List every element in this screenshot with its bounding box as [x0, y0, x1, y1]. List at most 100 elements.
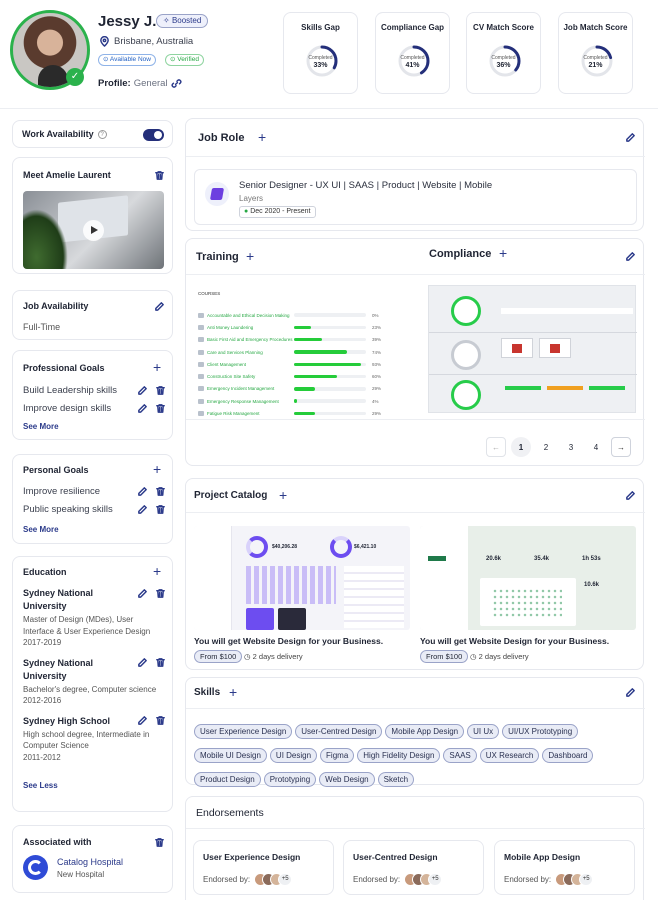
status-verified-badge: ⊙ Verified — [165, 54, 204, 66]
video-thumbnail[interactable] — [23, 191, 164, 269]
link-icon[interactable] — [171, 77, 183, 89]
add-job-role-button[interactable]: + — [258, 129, 267, 145]
education-degree: High school degree, Intermediate in Comp… — [23, 729, 150, 751]
edit-icon[interactable] — [624, 131, 636, 143]
work-availability-toggle[interactable] — [143, 129, 164, 141]
see-more-link[interactable]: See More — [23, 525, 59, 534]
edit-icon[interactable] — [624, 250, 636, 262]
add-compliance-button[interactable]: + — [499, 245, 508, 261]
course-row[interactable]: Emergency Response Management 4% — [198, 395, 381, 407]
skill-chip[interactable]: UI Design — [269, 748, 318, 763]
add-education-button[interactable]: + — [153, 563, 162, 579]
metric-card[interactable]: Job Match Score Completed 21% — [558, 12, 633, 94]
trash-icon[interactable] — [153, 169, 165, 181]
endorsement-card[interactable]: User Experience Design Endorsed by: +5 — [193, 840, 334, 895]
compliance-preview[interactable] — [428, 285, 637, 413]
skill-chip[interactable]: Mobile App Design — [385, 724, 465, 739]
next-page-button[interactable]: → — [611, 437, 631, 457]
more-endorsers-count[interactable]: +5 — [579, 873, 594, 886]
course-row[interactable]: Accountable and Ethical Decision Making 0… — [198, 309, 381, 321]
course-icon — [198, 349, 204, 355]
edit-icon[interactable] — [153, 300, 165, 312]
page-2-button[interactable]: 2 — [543, 442, 549, 452]
project-preview[interactable]: 20.6k 35.4k 1h 53s 10.6k — [420, 526, 636, 630]
project-description[interactable]: You will get Website Design for your Bus… — [194, 636, 384, 646]
skill-chip[interactable]: UI/UX Prototyping — [502, 724, 579, 739]
course-row[interactable]: Client Management 93% — [198, 358, 381, 370]
endorsement-card[interactable]: Mobile App Design Endorsed by: +5 — [494, 840, 635, 895]
skill-chip[interactable]: SAAS — [443, 748, 477, 763]
course-row[interactable]: Anti Money Laundering 23% — [198, 321, 381, 333]
course-name: Client Management — [207, 361, 247, 367]
skill-chip[interactable]: Prototyping — [263, 772, 317, 787]
project-description[interactable]: You will get Website Design for your Bus… — [420, 636, 610, 646]
course-list: Accountable and Ethical Decision Making 0… — [198, 309, 381, 420]
skill-chip[interactable]: Figma — [320, 748, 355, 763]
goal-label: Public speaking skills — [23, 503, 113, 515]
trash-icon[interactable] — [153, 836, 165, 848]
skill-chip[interactable]: Dashboard — [542, 748, 594, 763]
trash-icon[interactable] — [154, 587, 166, 599]
add-training-button[interactable]: + — [246, 248, 255, 264]
skill-chip[interactable]: Mobile UI Design — [194, 748, 267, 763]
course-row[interactable]: Fatigue Risk Management 29% — [198, 407, 381, 419]
page-1-button[interactable]: 1 — [511, 437, 531, 457]
add-project-button[interactable]: + — [279, 487, 288, 503]
job-availability-value: Full-Time — [23, 322, 61, 332]
add-skill-button[interactable]: + — [229, 684, 238, 700]
page-4-button[interactable]: 4 — [593, 442, 599, 452]
skill-chip[interactable]: User-Centred Design — [295, 724, 383, 739]
edit-icon[interactable] — [136, 402, 148, 414]
project-preview[interactable]: $40,206.28 $6,421.10 — [194, 526, 410, 630]
edit-icon[interactable] — [136, 503, 148, 515]
edit-icon[interactable] — [624, 489, 636, 501]
education-item: Sydney National University Master of Desi… — [23, 587, 166, 649]
skill-chip[interactable]: User Experience Design — [194, 724, 293, 739]
trash-icon[interactable] — [154, 657, 166, 669]
trash-icon[interactable] — [154, 485, 166, 497]
play-icon[interactable] — [83, 220, 104, 241]
add-goal-button[interactable]: + — [153, 359, 162, 375]
see-more-link[interactable]: See More — [23, 422, 59, 431]
more-endorsers-count[interactable]: +5 — [428, 873, 443, 886]
skill-chip[interactable]: High Fidelity Design — [357, 748, 441, 763]
course-row[interactable]: Care and Services Planning 74% — [198, 346, 381, 358]
edit-icon[interactable] — [624, 686, 636, 698]
endorsement-card[interactable]: User-Centred Design Endorsed by: +5 — [343, 840, 484, 895]
trash-icon[interactable] — [154, 715, 166, 727]
course-row[interactable]: Emergency Incident Management 29% — [198, 383, 381, 395]
help-icon[interactable]: ? — [97, 129, 107, 139]
trash-icon[interactable] — [154, 384, 166, 396]
more-endorsers-count[interactable]: +5 — [278, 873, 293, 886]
metric-card[interactable]: CV Match Score Completed 36% — [466, 12, 541, 94]
course-progress-bar — [294, 337, 366, 342]
edit-icon[interactable] — [136, 657, 148, 669]
course-progress-fill — [294, 362, 361, 367]
course-progress-bar — [294, 350, 366, 354]
trash-icon[interactable] — [154, 402, 166, 414]
skill-chip[interactable]: Web Design — [319, 772, 375, 787]
edit-icon[interactable] — [136, 485, 148, 497]
edit-icon[interactable] — [136, 587, 148, 599]
metric-card[interactable]: Compliance Gap Completed 41% — [375, 12, 450, 94]
professional-goals-title: Professional Goals — [23, 363, 105, 373]
skill-chip[interactable]: Sketch — [377, 772, 415, 787]
page-3-button[interactable]: 3 — [568, 442, 574, 452]
skill-chip[interactable]: UX Research — [479, 748, 540, 763]
course-percent: 29% — [372, 386, 382, 392]
edit-icon[interactable] — [136, 715, 148, 727]
associated-name[interactable]: Catalog Hospital — [57, 857, 124, 867]
skill-chip[interactable]: Product Design — [194, 772, 261, 787]
skill-chip[interactable]: UI Ux — [467, 724, 500, 739]
edit-icon[interactable] — [136, 384, 148, 396]
metric-title: Skills Gap — [301, 23, 340, 32]
prev-page-button[interactable]: ← — [486, 437, 506, 457]
course-row[interactable]: Construction Site Safety 60% — [198, 370, 381, 382]
course-name: Fatigue Risk Management — [207, 411, 260, 417]
avatar[interactable] — [10, 10, 90, 90]
see-less-link[interactable]: See Less — [23, 781, 58, 790]
add-personal-goal-button[interactable]: + — [153, 461, 162, 477]
metric-card[interactable]: Skills Gap Completed 33% — [283, 12, 358, 94]
course-row[interactable]: Basic First Aid and Emergency Procedures… — [198, 334, 381, 346]
trash-icon[interactable] — [154, 503, 166, 515]
